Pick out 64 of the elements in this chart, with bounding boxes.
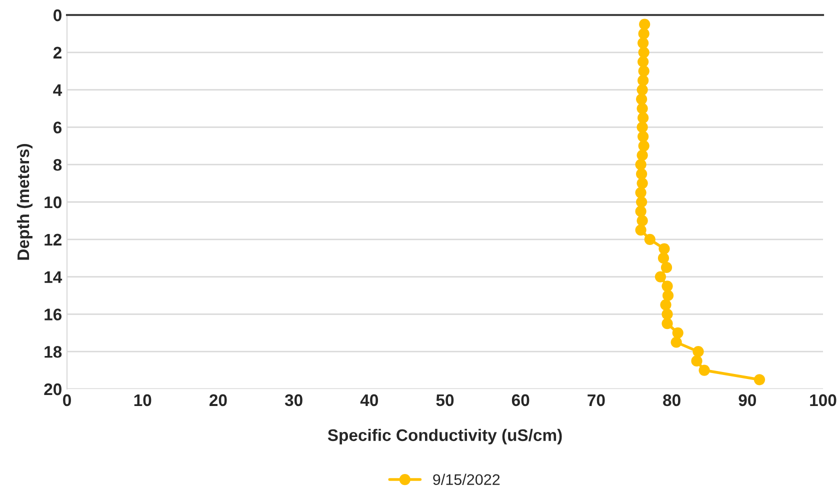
point: [662, 290, 674, 302]
point: [644, 234, 656, 245]
y-tick-label: 2: [53, 46, 62, 58]
x-tick-label: 0: [63, 394, 71, 406]
x-tick-label: 90: [738, 394, 756, 406]
x-tick-label: 80: [663, 394, 680, 406]
point: [658, 243, 670, 254]
point: [672, 327, 684, 338]
point: [638, 74, 649, 86]
point: [658, 252, 670, 264]
point: [636, 178, 648, 189]
point: [660, 262, 672, 274]
point: [662, 318, 673, 330]
y-tick-label: 4: [53, 84, 62, 96]
x-axis-title: Specific Conductivity (uS/cm): [328, 428, 562, 444]
point: [692, 346, 704, 358]
x-tick-label: 60: [512, 394, 530, 406]
y-tick-label: 12: [44, 234, 62, 246]
point: [636, 150, 648, 161]
y-tick-label: 20: [44, 383, 62, 396]
x-tick-label: 100: [810, 394, 836, 406]
point: [636, 168, 648, 180]
y-tick-label: 0: [54, 9, 62, 22]
point: [636, 122, 648, 133]
point: [638, 37, 649, 49]
point: [638, 130, 649, 142]
point: [638, 66, 650, 77]
point: [662, 280, 673, 292]
point: [638, 46, 650, 58]
x-tick-label: 10: [134, 394, 152, 406]
y-axis-title: Depth (meters): [16, 144, 32, 260]
point: [754, 374, 766, 386]
legend-label: 9/15/2022: [433, 474, 500, 486]
point: [635, 187, 646, 198]
point: [636, 215, 648, 226]
point: [636, 94, 648, 105]
x-tick-label: 40: [360, 394, 378, 406]
point: [636, 84, 648, 96]
point: [698, 364, 710, 376]
point: [639, 18, 650, 30]
y-tick-label: 16: [44, 308, 62, 320]
point: [638, 56, 649, 68]
point: [635, 159, 646, 170]
x-tick-label: 20: [210, 394, 227, 406]
point: [660, 299, 672, 310]
point: [670, 336, 682, 348]
point: [635, 224, 646, 236]
x-tick-label: 50: [436, 394, 454, 406]
y-tick-label: 6: [53, 122, 62, 134]
point: [638, 140, 650, 152]
x-tick-label: 30: [284, 394, 302, 406]
y-tick-label: 14: [44, 271, 62, 283]
x-tick-label: 70: [588, 394, 605, 406]
point: [636, 102, 648, 114]
y-tick-label: 10: [44, 196, 62, 208]
point: [638, 112, 649, 124]
point: [691, 355, 702, 367]
y-tick-label: 8: [53, 159, 62, 171]
point: [636, 196, 648, 208]
point: [654, 271, 666, 282]
point: [638, 28, 650, 40]
y-tick-label: 18: [44, 346, 62, 358]
point: [635, 206, 646, 217]
point: [662, 308, 673, 320]
